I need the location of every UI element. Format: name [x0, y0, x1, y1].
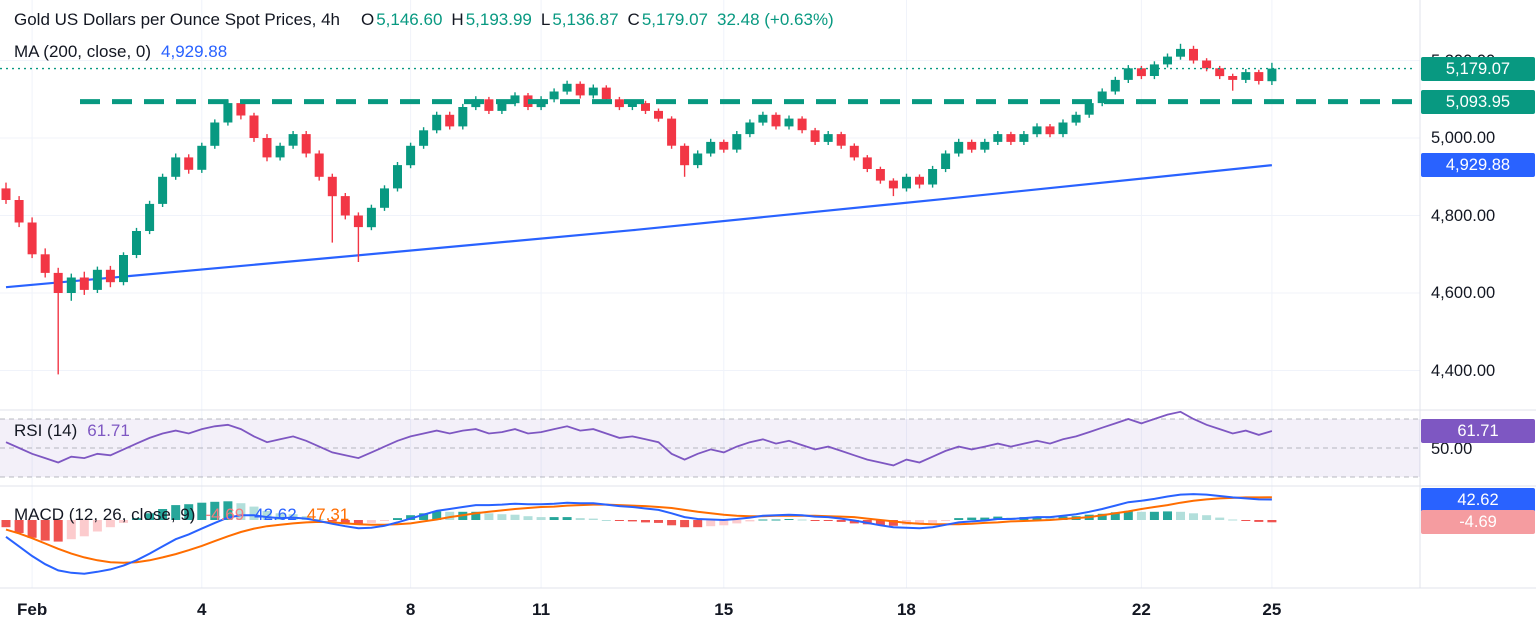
rsi-indicator-label[interactable]: RSI (14): [14, 421, 78, 440]
price-axis-badge: 5,093.95: [1421, 89, 1535, 114]
time-tick-label: 11: [532, 600, 551, 619]
time-tick-label: Feb: [16, 600, 48, 619]
ma-indicator-label[interactable]: MA (200, close, 0): [14, 42, 152, 61]
symbol-header: Gold US Dollars per Ounce Spot Prices, 4…: [14, 10, 834, 30]
macd-line-value: 42.62: [254, 505, 297, 524]
price-tick-label: 4,600.00: [1431, 284, 1496, 302]
price-axis-badge: 4,929.88: [1421, 153, 1535, 178]
price-axis-badge: 5,179.07: [1421, 56, 1535, 81]
price-axis-badge: -4.69: [1421, 510, 1535, 535]
ohlc-high-value: 5,193.99: [465, 10, 532, 29]
time-tick-label: 8: [405, 600, 416, 619]
rsi-header: RSI (14) 61.71: [14, 421, 130, 441]
ohlc-close-value: 5,179.07: [641, 10, 708, 29]
price-tick-label: 4,400.00: [1431, 361, 1496, 380]
time-tick-label: 4: [197, 600, 207, 619]
ohlc-change: 32.48 (+0.63%): [717, 10, 834, 29]
ohlc-low-value: 5,136.87: [552, 10, 619, 29]
price-axis-badge: 61.71: [1421, 419, 1535, 444]
ohlc-open-value: 5,146.60: [376, 10, 443, 29]
ohlc-high-label: H: [451, 10, 464, 29]
ohlc-open-label: O: [360, 10, 375, 29]
time-tick-label: 25: [1262, 600, 1282, 619]
price-tick-label: 4,800.00: [1431, 206, 1496, 225]
ma-indicator-value: 4,929.88: [161, 42, 228, 61]
ohlc-low-label: L: [540, 10, 551, 29]
macd-hist-value: -4.69: [205, 505, 245, 524]
price-tick-label: 5,000.00: [1431, 129, 1496, 147]
price-axis-badge: 42.62: [1421, 487, 1535, 512]
rsi-indicator-value: 61.71: [87, 421, 130, 440]
macd-indicator-label[interactable]: MACD (12, 26, close, 9): [14, 505, 196, 524]
macd-signal-value: 47.31: [306, 505, 350, 524]
symbol-title[interactable]: Gold US Dollars per Ounce Spot Prices, 4…: [14, 10, 340, 29]
time-tick-label: 22: [1131, 600, 1151, 619]
macd-header: MACD (12, 26, close, 9) -4.69 42.62 47.31: [14, 505, 349, 525]
time-tick-label: 15: [714, 600, 734, 619]
ma-header: MA (200, close, 0) 4,929.88: [14, 42, 227, 62]
ohlc-close-label: C: [627, 10, 640, 29]
time-tick-label: 18: [896, 600, 916, 619]
rsi-mid-tick-label: 50.00: [1431, 440, 1473, 458]
